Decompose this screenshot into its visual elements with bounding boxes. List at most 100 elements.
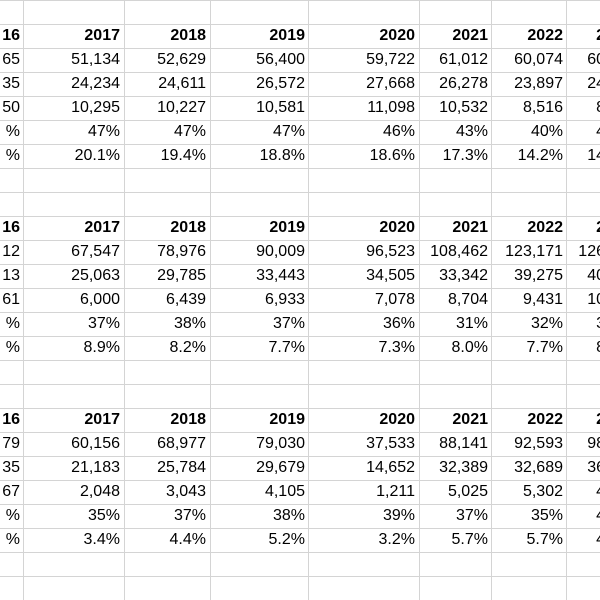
- year-header-cell[interactable]: 2018: [170, 411, 206, 428]
- year-header-cell[interactable]: 2: [596, 24, 600, 48]
- data-cell[interactable]: 46%: [382, 123, 415, 140]
- data-cell[interactable]: 26,572: [256, 75, 305, 92]
- data-cell[interactable]: 6,000: [79, 291, 120, 308]
- data-cell[interactable]: 37%: [272, 315, 305, 332]
- data-cell[interactable]: 4,105: [264, 483, 305, 500]
- data-cell[interactable]: %: [5, 531, 20, 548]
- data-cell[interactable]: 35: [2, 75, 20, 92]
- data-cell[interactable]: 9,431: [522, 291, 563, 308]
- data-cell[interactable]: 4: [596, 120, 600, 144]
- data-cell[interactable]: 32,389: [439, 459, 488, 476]
- data-cell[interactable]: 65: [2, 51, 20, 68]
- data-cell[interactable]: 7.3%: [378, 339, 415, 356]
- year-header-cell[interactable]: 2020: [379, 219, 415, 236]
- data-cell[interactable]: 18.6%: [369, 147, 415, 164]
- data-cell[interactable]: 24,611: [158, 75, 206, 92]
- year-header-cell[interactable]: 2021: [452, 411, 488, 428]
- data-cell[interactable]: 39%: [382, 507, 415, 524]
- data-cell[interactable]: 26,278: [439, 75, 488, 92]
- data-cell[interactable]: 18.8%: [259, 147, 305, 164]
- year-header-cell[interactable]: 2022: [527, 27, 563, 44]
- data-cell[interactable]: 19.4%: [160, 147, 206, 164]
- data-cell[interactable]: 14.2%: [517, 147, 563, 164]
- data-cell[interactable]: 78,976: [157, 243, 206, 260]
- data-cell[interactable]: 79: [2, 435, 20, 452]
- data-cell[interactable]: 4.4%: [169, 531, 206, 548]
- data-cell[interactable]: 60: [587, 51, 600, 68]
- data-cell[interactable]: 34,505: [366, 267, 415, 284]
- data-cell[interactable]: 10: [587, 291, 600, 308]
- year-header-cell[interactable]: 2022: [527, 411, 563, 428]
- data-cell[interactable]: 50: [2, 99, 20, 116]
- data-cell[interactable]: 25,784: [157, 459, 206, 476]
- data-cell[interactable]: 5.7%: [451, 531, 488, 548]
- data-cell[interactable]: 47%: [272, 123, 305, 140]
- data-cell[interactable]: 96,523: [366, 243, 415, 260]
- year-header-cell[interactable]: 16: [2, 27, 20, 44]
- year-header-cell[interactable]: 16: [2, 219, 20, 236]
- data-cell[interactable]: 3,043: [165, 483, 206, 500]
- data-cell[interactable]: 108,462: [430, 243, 488, 260]
- data-cell[interactable]: 5,025: [447, 483, 488, 500]
- data-cell[interactable]: %: [5, 315, 20, 332]
- data-cell[interactable]: 47%: [173, 123, 206, 140]
- data-cell[interactable]: 20.1%: [74, 147, 120, 164]
- data-cell[interactable]: 29,785: [157, 267, 206, 284]
- data-cell[interactable]: 79,030: [256, 435, 305, 452]
- year-header-cell[interactable]: 2020: [379, 27, 415, 44]
- data-cell[interactable]: 4: [596, 504, 600, 528]
- data-cell[interactable]: 52,629: [157, 51, 206, 68]
- year-header-cell[interactable]: 2019: [269, 411, 305, 428]
- data-cell[interactable]: 10,295: [71, 99, 120, 116]
- year-header-cell[interactable]: 2017: [84, 219, 120, 236]
- year-header-cell[interactable]: 16: [2, 411, 20, 428]
- data-cell[interactable]: 24: [587, 75, 600, 92]
- data-cell[interactable]: 14: [587, 147, 600, 164]
- data-cell[interactable]: 40: [587, 267, 600, 284]
- data-cell[interactable]: 23,897: [514, 75, 563, 92]
- data-cell[interactable]: 29,679: [256, 459, 305, 476]
- data-cell[interactable]: 1,211: [376, 483, 415, 500]
- data-cell[interactable]: 37,533: [366, 435, 415, 452]
- data-cell[interactable]: %: [5, 123, 20, 140]
- data-cell[interactable]: 8.0%: [451, 339, 488, 356]
- data-cell[interactable]: 32%: [530, 315, 563, 332]
- data-cell[interactable]: 11,098: [367, 99, 415, 116]
- data-cell[interactable]: 25,063: [71, 267, 120, 284]
- data-cell[interactable]: 59,722: [366, 51, 415, 68]
- data-cell[interactable]: 13: [2, 267, 20, 284]
- data-cell[interactable]: 35: [2, 459, 20, 476]
- data-cell[interactable]: 43%: [455, 123, 488, 140]
- data-cell[interactable]: 4: [596, 480, 600, 504]
- data-cell[interactable]: 56,400: [256, 51, 305, 68]
- year-header-cell[interactable]: 2018: [170, 27, 206, 44]
- data-cell[interactable]: 5.2%: [268, 531, 305, 548]
- data-cell[interactable]: 5.7%: [526, 531, 563, 548]
- data-cell[interactable]: 17.3%: [442, 147, 488, 164]
- year-header-cell[interactable]: 2018: [170, 219, 206, 236]
- data-cell[interactable]: 10,532: [439, 99, 488, 116]
- data-cell[interactable]: 8.2%: [169, 339, 206, 356]
- data-cell[interactable]: 5,302: [522, 483, 563, 500]
- data-cell[interactable]: 90,009: [256, 243, 305, 260]
- data-cell[interactable]: 36%: [382, 315, 415, 332]
- data-cell[interactable]: 39,275: [514, 267, 563, 284]
- year-header-cell[interactable]: 2020: [379, 411, 415, 428]
- data-cell[interactable]: 126: [578, 243, 600, 260]
- data-cell[interactable]: 37%: [87, 315, 120, 332]
- data-cell[interactable]: 8: [596, 336, 600, 360]
- year-header-cell[interactable]: 2017: [84, 27, 120, 44]
- data-cell[interactable]: 40%: [530, 123, 563, 140]
- data-cell[interactable]: 68,977: [157, 435, 206, 452]
- data-cell[interactable]: 4: [596, 528, 600, 552]
- data-cell[interactable]: 61: [2, 291, 20, 308]
- data-cell[interactable]: 3: [596, 312, 600, 336]
- data-cell[interactable]: 37%: [455, 507, 488, 524]
- data-cell[interactable]: 7.7%: [526, 339, 563, 356]
- data-cell[interactable]: 32,689: [514, 459, 563, 476]
- data-cell[interactable]: %: [5, 339, 20, 356]
- data-cell[interactable]: 6,439: [165, 291, 206, 308]
- data-cell[interactable]: 38%: [173, 315, 206, 332]
- data-cell[interactable]: 36: [587, 459, 600, 476]
- data-cell[interactable]: 33,342: [439, 267, 488, 284]
